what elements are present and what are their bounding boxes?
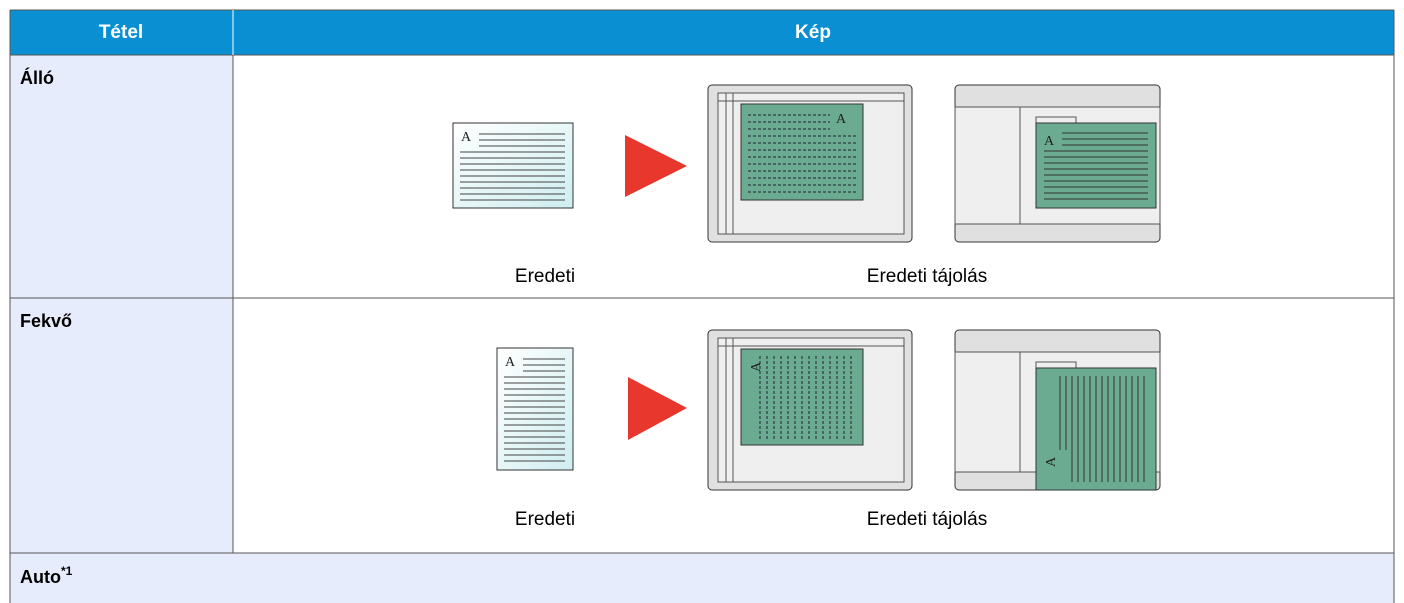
original-paper	[496, 347, 574, 471]
illustrations: A A A A A A	[452, 84, 1161, 491]
caption: Eredeti	[515, 509, 575, 530]
table-borders	[9, 9, 1395, 603]
caption: Eredeti tájolás	[867, 509, 987, 530]
green-paper	[740, 103, 864, 201]
green-paper	[1035, 122, 1157, 209]
header-cell: Tétel	[99, 22, 143, 43]
caption: Eredeti tájolás	[867, 266, 987, 287]
row-label: Fekvő	[20, 311, 72, 331]
row-label: Álló	[20, 67, 54, 88]
arrow	[625, 135, 687, 197]
paper-letter: A	[749, 361, 764, 372]
arrow	[628, 377, 687, 440]
caption: Eredeti	[515, 266, 575, 287]
paper-letter: A	[1044, 134, 1055, 149]
header-bg	[10, 10, 1394, 55]
paper-letter: A	[461, 130, 472, 145]
row-label-text: Auto	[20, 567, 61, 587]
table: Tétel Kép Álló Fekvő Auto*1 Eredeti Ered…	[9, 9, 1395, 603]
header-cell: Kép	[795, 22, 831, 43]
label-column-bg	[10, 55, 233, 553]
paper-letter: A	[505, 355, 516, 370]
footnote-mark: *1	[61, 564, 73, 578]
paper-letter: A	[1044, 456, 1059, 467]
row-label: Auto*1	[20, 564, 73, 587]
auto-row-bg	[10, 553, 1394, 603]
paper-letter: A	[836, 112, 847, 127]
